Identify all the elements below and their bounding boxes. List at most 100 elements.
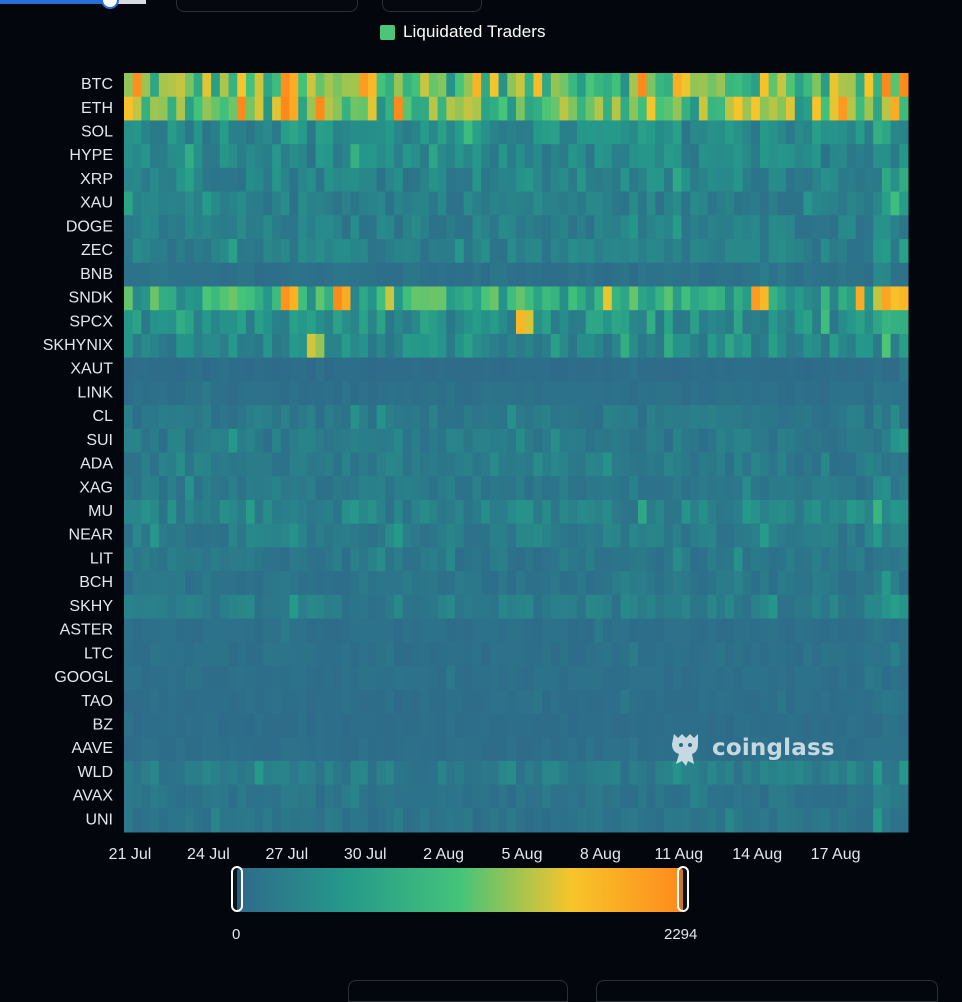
heatmap-cell[interactable]	[733, 357, 743, 382]
heatmap-cell[interactable]	[289, 191, 299, 216]
heatmap-cell[interactable]	[463, 476, 473, 501]
heatmap-cell[interactable]	[263, 618, 273, 643]
heatmap-cell[interactable]	[367, 665, 378, 691]
colorscale-min-handle[interactable]	[231, 866, 243, 912]
heatmap-cell[interactable]	[812, 286, 822, 311]
heatmap-cell[interactable]	[812, 357, 822, 382]
heatmap-cell[interactable]	[298, 120, 308, 145]
heatmap-cell[interactable]	[698, 215, 709, 240]
heatmap-cell[interactable]	[437, 452, 447, 477]
heatmap-cell[interactable]	[751, 476, 761, 501]
heatmap-cell[interactable]	[158, 689, 169, 714]
heatmap-cell[interactable]	[498, 144, 508, 169]
heatmap-cell[interactable]	[315, 357, 325, 382]
heatmap-cell[interactable]	[402, 689, 412, 714]
heatmap-cell[interactable]	[219, 784, 230, 809]
heatmap-cell[interactable]	[219, 737, 230, 762]
heatmap-cell[interactable]	[594, 381, 604, 406]
heatmap-cell[interactable]	[394, 73, 404, 98]
heatmap-cell[interactable]	[489, 428, 500, 453]
heatmap-cell[interactable]	[751, 405, 761, 430]
heatmap-cell[interactable]	[263, 665, 273, 691]
heatmap-cell[interactable]	[542, 642, 552, 667]
heatmap-cell[interactable]	[690, 665, 700, 691]
heatmap-cell[interactable]	[794, 594, 804, 620]
heatmap-cell[interactable]	[481, 689, 491, 714]
heatmap-cell[interactable]	[359, 405, 369, 430]
heatmap-cell[interactable]	[820, 167, 831, 193]
heatmap-cell[interactable]	[202, 286, 212, 311]
heatmap-cell[interactable]	[620, 405, 630, 430]
heatmap-cell[interactable]	[664, 713, 674, 738]
heatmap-cell[interactable]	[124, 760, 134, 786]
heatmap-cell[interactable]	[141, 547, 151, 572]
heatmap-cell[interactable]	[864, 594, 874, 620]
heatmap-cell[interactable]	[542, 618, 552, 643]
heatmap-cell[interactable]	[559, 262, 569, 287]
heatmap-cell[interactable]	[568, 737, 578, 762]
heatmap-cell[interactable]	[690, 784, 700, 809]
heatmap-cell[interactable]	[847, 547, 857, 572]
heatmap-cell[interactable]	[820, 381, 831, 406]
heatmap-cell[interactable]	[211, 73, 221, 98]
heatmap-cell[interactable]	[803, 808, 813, 833]
heatmap-cell[interactable]	[167, 73, 177, 98]
heatmap-cell[interactable]	[158, 523, 169, 548]
heatmap-cell[interactable]	[881, 523, 892, 548]
heatmap-cell[interactable]	[751, 760, 761, 786]
heatmap-cell[interactable]	[890, 96, 900, 121]
heatmap-cell[interactable]	[176, 547, 186, 572]
heatmap-cell[interactable]	[873, 784, 883, 809]
heatmap-cell[interactable]	[542, 167, 552, 193]
heatmap-cell[interactable]	[158, 191, 169, 216]
heatmap-cell[interactable]	[481, 713, 491, 738]
heatmap-cell[interactable]	[603, 618, 613, 643]
heatmap-cell[interactable]	[672, 452, 683, 477]
heatmap-cell[interactable]	[576, 499, 587, 525]
heatmap-cell[interactable]	[245, 333, 256, 359]
heatmap-cell[interactable]	[559, 144, 569, 169]
heatmap-cell[interactable]	[550, 310, 561, 335]
heatmap-cell[interactable]	[542, 784, 552, 809]
heatmap-cell[interactable]	[306, 642, 317, 667]
heatmap-cell[interactable]	[725, 310, 735, 335]
heatmap-cell[interactable]	[585, 215, 595, 240]
heatmap-cell[interactable]	[681, 381, 691, 406]
heatmap-cell[interactable]	[176, 262, 186, 287]
heatmap-cell[interactable]	[864, 808, 874, 833]
heatmap-cell[interactable]	[272, 333, 282, 359]
heatmap-cell[interactable]	[498, 452, 508, 477]
heatmap-cell[interactable]	[716, 215, 726, 240]
heatmap-cell[interactable]	[542, 239, 552, 264]
heatmap-cell[interactable]	[428, 618, 439, 643]
heatmap-cell[interactable]	[437, 618, 447, 643]
heatmap-cell[interactable]	[437, 215, 447, 240]
heatmap-cell[interactable]	[899, 428, 909, 453]
heatmap-cell[interactable]	[298, 594, 308, 620]
heatmap-cell[interactable]	[507, 760, 517, 786]
heatmap-cell[interactable]	[620, 215, 630, 240]
heatmap-cell[interactable]	[298, 262, 308, 287]
heatmap-cell[interactable]	[193, 476, 203, 501]
heatmap-cell[interactable]	[481, 499, 491, 525]
heatmap-cell[interactable]	[428, 571, 439, 596]
heatmap-cell[interactable]	[542, 760, 552, 786]
heatmap-cell[interactable]	[568, 689, 578, 714]
heatmap-cell[interactable]	[672, 547, 683, 572]
heatmap-cell[interactable]	[167, 523, 177, 548]
heatmap-cell[interactable]	[812, 239, 822, 264]
heatmap-cell[interactable]	[184, 239, 195, 264]
heatmap-cell[interactable]	[263, 262, 273, 287]
heatmap-cell[interactable]	[629, 499, 639, 525]
heatmap-cell[interactable]	[402, 476, 412, 501]
heatmap-cell[interactable]	[864, 191, 874, 216]
heatmap-cell[interactable]	[542, 357, 552, 382]
heatmap-cell[interactable]	[289, 73, 299, 98]
heatmap-cell[interactable]	[420, 499, 430, 525]
heatmap-cell[interactable]	[847, 808, 857, 833]
heatmap-cell[interactable]	[176, 191, 186, 216]
heatmap-cell[interactable]	[820, 310, 831, 335]
heatmap-cell[interactable]	[751, 523, 761, 548]
heatmap-cell[interactable]	[237, 144, 247, 169]
heatmap-cell[interactable]	[132, 452, 142, 477]
